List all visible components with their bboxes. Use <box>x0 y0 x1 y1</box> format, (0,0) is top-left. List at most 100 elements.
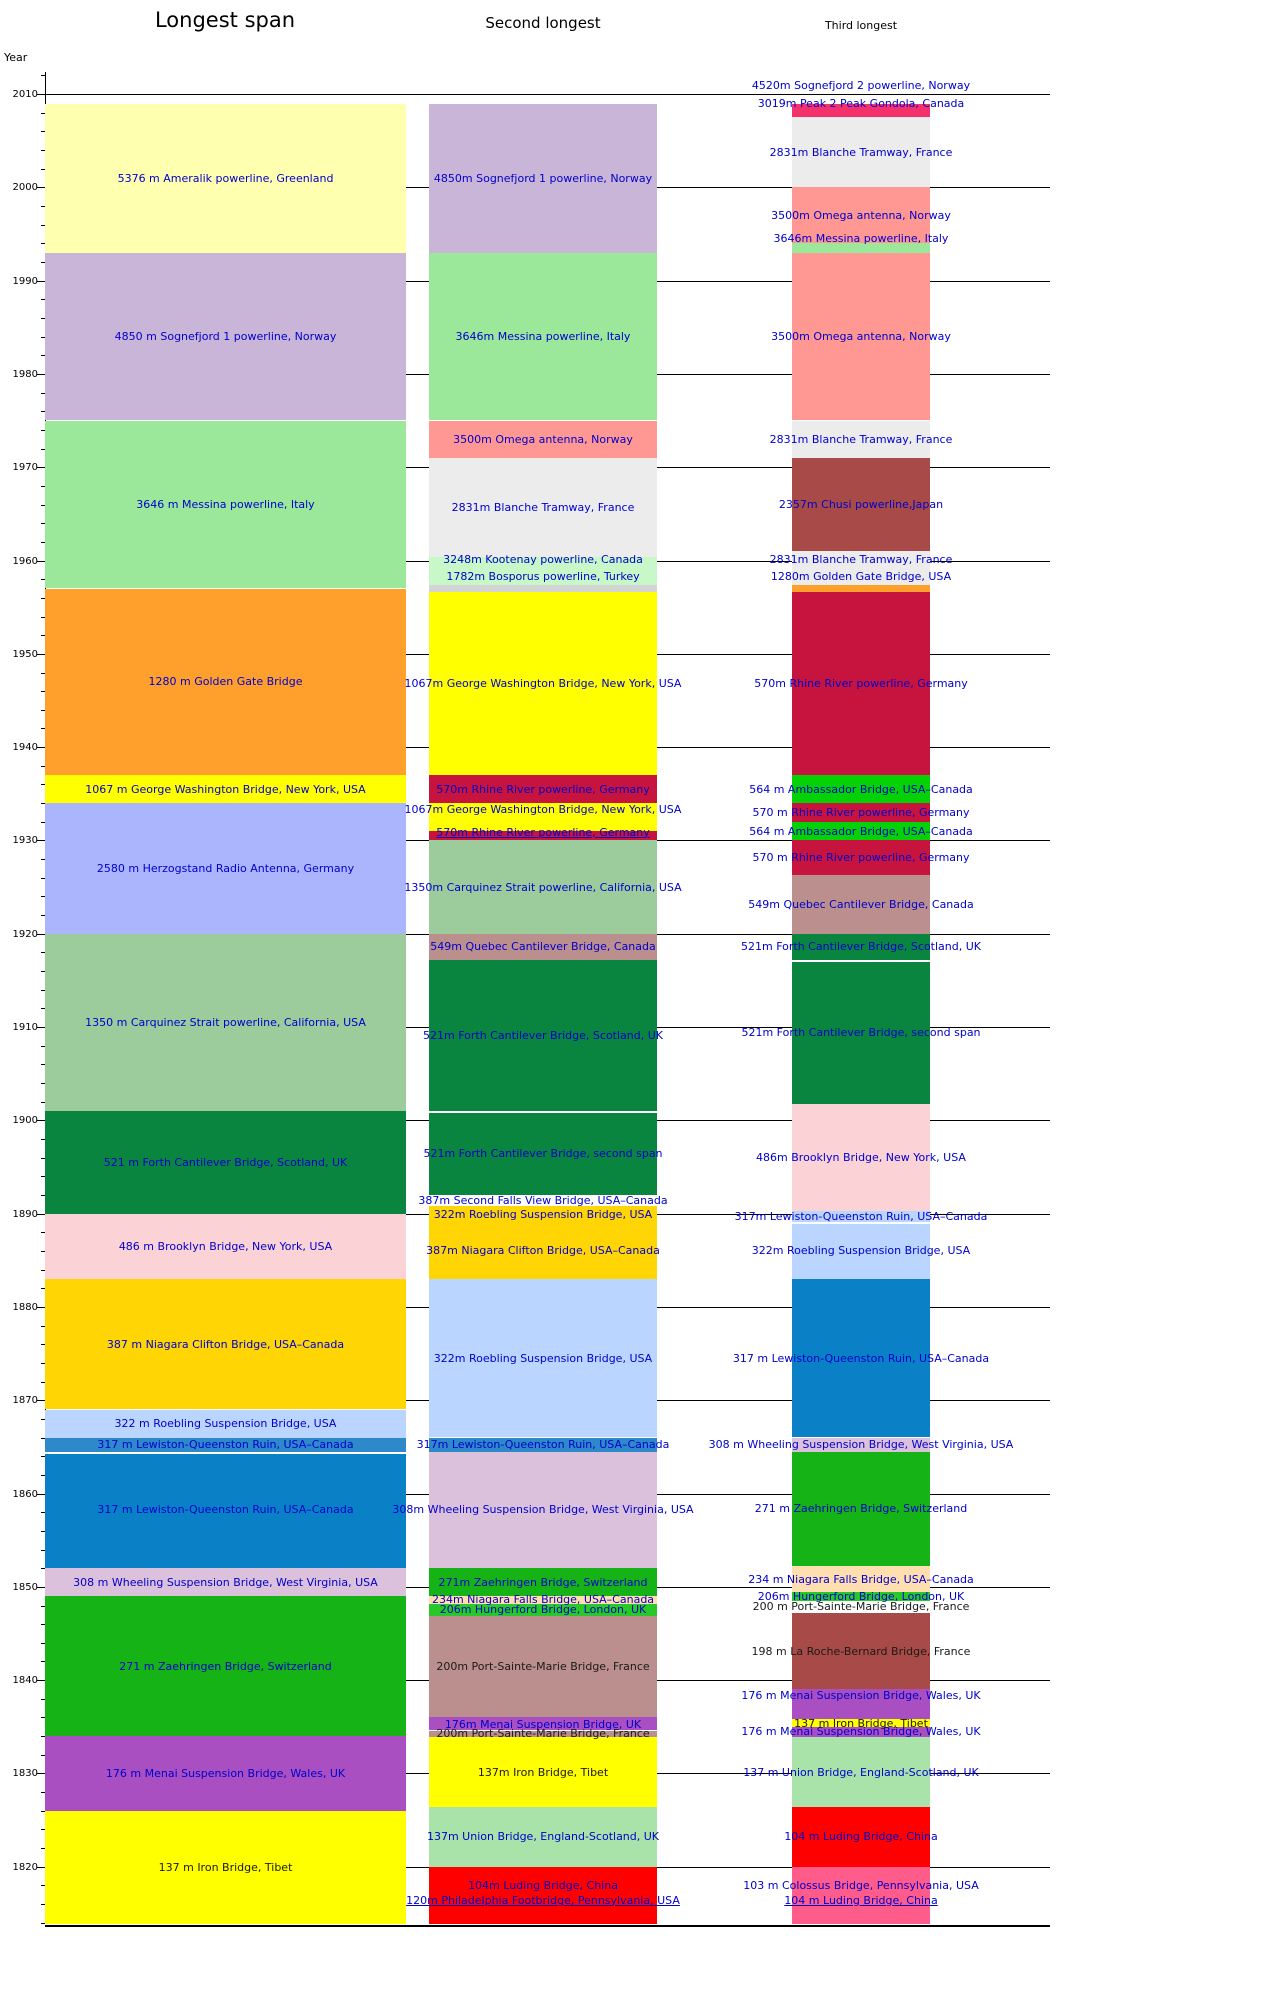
timeline-floating-label[interactable]: 4520m Sognefjord 2 powerline, Norway <box>751 79 971 93</box>
timeline-block-label[interactable]: 4850 m Sognefjord 1 powerline, Norway <box>114 330 337 344</box>
timeline-block-label[interactable]: 317m Lewiston-Queenston Ruin, USA–Canada <box>416 1438 670 1451</box>
timeline-block-label[interactable]: 206m Hungerford Bridge, London, UK <box>439 1603 647 1617</box>
timeline-block-label[interactable]: 137m Union Bridge, England-Scotland, UK <box>426 1830 660 1844</box>
minor-tick <box>41 243 45 245</box>
timeline-block-label[interactable]: 1350m Carquinez Strait powerline, Califo… <box>404 880 682 894</box>
timeline-block-label[interactable]: 120m Philadelphia Footbridge, Pennsylvan… <box>406 1893 680 1907</box>
minor-tick <box>41 131 45 133</box>
timeline-block-label[interactable]: 4850m Sognefjord 1 powerline, Norway <box>433 171 653 185</box>
timeline-block-label[interactable]: 2831m Blanche Tramway, France <box>769 432 953 446</box>
timeline-block-col2 <box>429 1222 657 1279</box>
timeline-block-label[interactable]: 104 m Luding Bridge, China <box>784 1893 938 1907</box>
timeline-block-label[interactable]: 206m Hungerford Bridge, London, UK <box>757 1590 965 1604</box>
minor-tick <box>41 299 45 301</box>
timeline-block-label[interactable]: 176m Menai Suspension Bridge, UK <box>444 1717 642 1731</box>
timeline-block-label[interactable]: 564 m Ambassador Bridge, USA–Canada <box>749 782 973 796</box>
minor-tick <box>41 1605 45 1607</box>
timeline-block-label[interactable]: 521m Forth Cantilever Bridge, second spa… <box>741 1025 981 1039</box>
minor-tick <box>41 1045 45 1047</box>
timeline-block-label[interactable]: 1067m George Washington Bridge, New York… <box>404 803 682 817</box>
y-axis-tick-label: 1870 <box>12 1395 38 1407</box>
timeline-block-label[interactable]: 521m Forth Cantilever Bridge, Scotland, … <box>423 1028 663 1042</box>
timeline-block-label[interactable]: 2831m Blanche Tramway, France <box>769 145 953 159</box>
timeline-block-label[interactable]: 564 m Ambassador Bridge, USA–Canada <box>749 824 973 838</box>
timeline-block-label[interactable]: 308m Wheeling Suspension Bridge, West Vi… <box>392 1503 694 1517</box>
timeline-block-label[interactable]: 2580 m Herzogstand Radio Antenna, German… <box>96 861 355 875</box>
timeline-block-label[interactable]: 549m Quebec Cantilever Bridge, Canada <box>430 940 656 954</box>
timeline-block-label[interactable]: 176 m Menai Suspension Bridge, Wales, UK <box>741 1725 981 1739</box>
timeline-block-label[interactable]: 234 m Niagara Falls Bridge, USA–Canada <box>748 1572 974 1586</box>
timeline-block-label[interactable]: 570m Rhine River powerline, Germany <box>436 825 650 839</box>
timeline-block-label[interactable]: 317 m Lewiston-Queenston Ruin, USA–Canad… <box>97 1503 354 1517</box>
major-tick <box>37 1773 45 1775</box>
y-axis-tick-label: 1820 <box>12 1861 38 1873</box>
timeline-block-label[interactable]: 1280m Golden Gate Bridge, USA <box>770 569 952 583</box>
timeline-block-label[interactable]: 3646 m Messina powerline, Italy <box>136 498 315 511</box>
timeline-block-label[interactable]: 308 m Wheeling Suspension Bridge, West V… <box>708 1438 1014 1451</box>
timeline-block-label[interactable]: 486 m Brooklyn Bridge, New York, USA <box>118 1239 333 1253</box>
minor-tick <box>41 1642 45 1644</box>
timeline-block-label[interactable]: 3500m Omega antenna, Norway <box>453 432 633 446</box>
minor-tick <box>41 1530 45 1532</box>
timeline-block-label[interactable]: 3646m Messina powerline, Italy <box>455 330 631 344</box>
timeline-block-label[interactable]: 271 m Zaehringen Bridge, Switzerland <box>119 1659 332 1673</box>
timeline-block-label[interactable]: 103 m Colossus Bridge, Pennsylvania, USA <box>743 1878 979 1892</box>
timeline-block-label[interactable]: 521m Forth Cantilever Bridge, Scotland, … <box>741 940 981 954</box>
timeline-block-label[interactable]: 3500m Omega antenna, Norway <box>771 208 951 222</box>
timeline-block-label[interactable]: 317 m Lewiston-Queenston Ruin, USA–Canad… <box>97 1438 354 1451</box>
timeline-block-label[interactable]: 271m Zaehringen Bridge, Switzerland <box>438 1575 648 1589</box>
timeline-block-label[interactable]: 3248m Kootenay powerline, Canada <box>443 553 643 567</box>
timeline-block-label[interactable]: 1350 m Carquinez Strait powerline, Calif… <box>85 1015 366 1029</box>
timeline-block-label[interactable]: 176 m Menai Suspension Bridge, Wales, UK <box>105 1766 346 1780</box>
timeline-block-label[interactable]: 104m Luding Bridge, China <box>468 1878 618 1892</box>
timeline-block-col3 <box>792 457 930 552</box>
timeline-block-label[interactable]: 521m Forth Cantilever Bridge, second spa… <box>423 1146 663 1160</box>
timeline-block-label[interactable]: 2831m Blanche Tramway, France <box>451 500 635 514</box>
timeline-block-label[interactable]: 570m Rhine River powerline, Germany <box>754 677 968 691</box>
timeline-block-col3 <box>792 1600 930 1613</box>
timeline-block-col2 <box>429 556 657 585</box>
minor-tick <box>41 1232 45 1234</box>
timeline-block-label[interactable]: 317 m Lewiston-Queenston Ruin, USA–Canad… <box>732 1351 990 1365</box>
timeline-block-col2 <box>429 1451 657 1569</box>
minor-tick <box>41 392 45 394</box>
timeline-block-label[interactable]: 308 m Wheeling Suspension Bridge, West V… <box>73 1575 378 1589</box>
timeline-block-label[interactable]: 322m Roebling Suspension Bridge, USA <box>751 1244 971 1257</box>
timeline-block-label[interactable]: 5376 m Ameralik powerline, Greenland <box>117 171 334 185</box>
timeline-block-label[interactable]: 271 m Zaehringen Bridge, Switzerland <box>754 1502 968 1516</box>
timeline-block-label[interactable]: 387m Niagara Clifton Bridge, USA–Canada <box>426 1244 660 1258</box>
timeline-block-label[interactable]: 322 m Roebling Suspension Bridge, USA <box>114 1417 337 1430</box>
timeline-block-label[interactable]: 1067 m George Washington Bridge, New Yor… <box>85 782 366 796</box>
timeline-block-label[interactable]: 1067m George Washington Bridge, New York… <box>404 677 682 691</box>
minor-tick <box>41 1288 45 1290</box>
timeline-block-label[interactable]: 322m Roebling Suspension Bridge, USA <box>433 1351 653 1365</box>
timeline-block-col2 <box>429 1737 657 1807</box>
timeline-block-label[interactable]: 387m Second Falls View Bridge, USA–Canad… <box>418 1194 668 1207</box>
timeline-block-label[interactable]: 3500m Omega antenna, Norway <box>771 330 951 344</box>
timeline-block-label[interactable]: 2357m Chusi powerline,Japan <box>778 498 944 511</box>
timeline-block-label[interactable]: 1782m Bosporus powerline, Turkey <box>446 569 640 583</box>
timeline-block-col2 <box>429 1603 657 1616</box>
timeline-block-label[interactable]: 317m Lewiston-Queenston Ruin, USA–Canada <box>734 1209 988 1223</box>
timeline-block-label[interactable]: 570m Rhine River powerline, Germany <box>436 782 650 796</box>
timeline-block-label[interactable]: 549m Quebec Cantilever Bridge, Canada <box>748 897 974 911</box>
timeline-block-label[interactable]: 234m Niagara Falls Bridge, USA–Canada <box>431 1593 655 1607</box>
y-axis-tick-label: 1830 <box>12 1768 38 1780</box>
timeline-block-label[interactable]: 137 m Union Bridge, England-Scotland, UK <box>743 1765 979 1779</box>
timeline-block-label[interactable]: 486m Brooklyn Bridge, New York, USA <box>756 1151 966 1165</box>
timeline-block-label[interactable]: 2831m Blanche Tramway, France <box>769 553 953 567</box>
timeline-block-label[interactable]: 1280 m Golden Gate Bridge <box>148 675 303 689</box>
timeline-block-label[interactable]: 3646m Messina powerline, Italy <box>773 232 949 246</box>
timeline-block-label[interactable]: 387 m Niagara Clifton Bridge, USA–Canada <box>106 1337 345 1351</box>
y-axis-tick-label: 1890 <box>12 1208 38 1220</box>
timeline-block-label[interactable]: 570 m Rhine River powerline, Germany <box>752 805 970 819</box>
timeline-block-label[interactable]: 3019m Peak 2 Peak Gondola, Canada <box>757 96 965 110</box>
timeline-block-col1 <box>45 1409 406 1438</box>
timeline-block-label[interactable]: 521 m Forth Cantilever Bridge, Scotland,… <box>103 1155 348 1169</box>
minor-tick <box>41 1922 45 1924</box>
timeline-block-label[interactable]: 322m Roebling Suspension Bridge, USA <box>433 1208 653 1221</box>
timeline-block-label[interactable]: 570 m Rhine River powerline, Germany <box>752 851 970 865</box>
timeline-block-col2 <box>429 1437 657 1452</box>
timeline-block-label[interactable]: 176 m Menai Suspension Bridge, Wales, UK <box>741 1688 981 1702</box>
timeline-block-label[interactable]: 104 m Luding Bridge, China <box>784 1830 938 1844</box>
